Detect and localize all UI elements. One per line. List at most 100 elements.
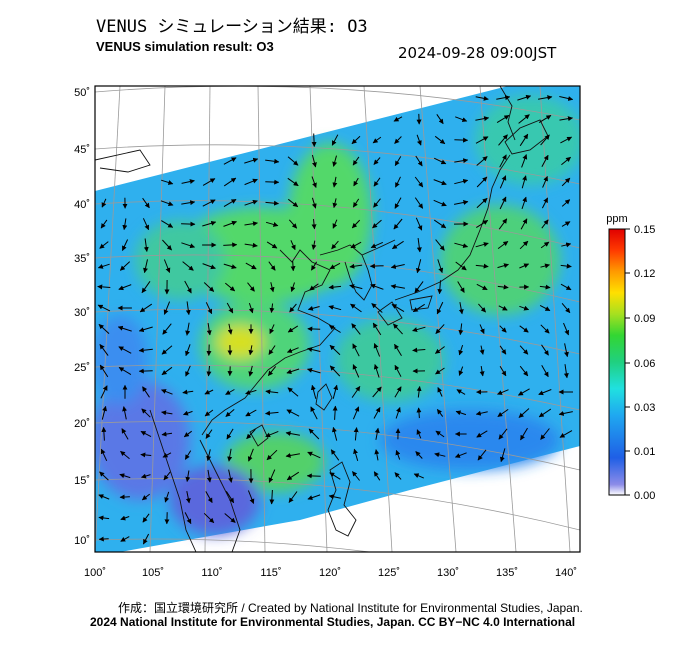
wind-arrow (541, 344, 549, 356)
wind-arrow (499, 196, 507, 210)
wind-arrow (287, 387, 299, 397)
wind-arrow (372, 219, 382, 229)
wind-arrow (458, 302, 464, 315)
wind-arrow (247, 448, 254, 462)
wind-arrow (141, 493, 151, 501)
wind-arrow (394, 156, 402, 167)
title-japanese: VENUS シミュレーション結果: O3 (96, 17, 368, 37)
wind-arrow (519, 240, 529, 250)
wind-arrow (373, 177, 381, 187)
wind-arrow (394, 472, 402, 480)
wind-arrow (415, 155, 423, 167)
wind-arrow (202, 263, 216, 270)
wind-arrow (330, 449, 340, 461)
wind-arrow (435, 346, 445, 354)
wind-arrow (415, 259, 422, 274)
colorbar-unit: ppm (606, 213, 627, 225)
wind-arrow (307, 347, 321, 352)
wind-arrow (435, 367, 445, 375)
wind-arrow (519, 325, 529, 333)
wind-arrow (395, 407, 401, 419)
wind-arrow (350, 241, 362, 249)
wind-arrow (141, 408, 151, 418)
wind-arrow (476, 197, 488, 209)
wind-arrow (563, 322, 570, 336)
wind-arrow (415, 451, 423, 459)
lon-label-130: 130˚ (437, 567, 459, 579)
wind-arrow (99, 241, 109, 249)
wind-arrow (185, 322, 191, 336)
wind-arrow (559, 116, 573, 122)
wind-arrow (310, 384, 317, 399)
wind-arrow (206, 365, 212, 377)
wind-arrow (332, 219, 338, 229)
wind-arrow (412, 303, 425, 313)
wind-arrow (206, 323, 212, 336)
wind-arrow (517, 388, 530, 396)
lat-label-40: 40˚ (74, 199, 90, 211)
wind-arrow (97, 304, 111, 312)
wind-arrow (141, 473, 151, 479)
wind-arrow (181, 200, 196, 206)
wind-arrow (498, 305, 508, 311)
wind-arrow (332, 198, 338, 209)
wind-arrow (101, 426, 107, 441)
wind-arrow (332, 384, 339, 399)
wind-arrow (329, 472, 341, 480)
copyright-line: 2024 National Institute for Environmenta… (90, 615, 576, 629)
wind-arrow (161, 220, 174, 228)
wind-arrow (265, 200, 279, 206)
wind-arrow (268, 345, 276, 355)
wind-arrow (286, 409, 300, 417)
wind-arrow (311, 133, 317, 147)
wind-arrow (97, 263, 110, 269)
wind-arrow (436, 301, 444, 315)
wind-arrow (120, 536, 130, 542)
wind-arrow (561, 242, 572, 248)
wind-arrow (267, 366, 277, 376)
wind-arrow (139, 303, 153, 313)
wind-arrow (311, 176, 317, 188)
wind-arrow (328, 305, 342, 311)
wind-arrow (247, 282, 255, 292)
wind-arrow (184, 512, 192, 525)
wind-arrow (286, 471, 300, 481)
wind-arrow (245, 389, 257, 395)
wind-arrow (331, 240, 339, 250)
wind-arrow (475, 242, 489, 248)
wind-arrow (521, 154, 528, 168)
wind-arrow (226, 428, 234, 440)
wind-arrow (311, 240, 317, 250)
wind-arrow (140, 430, 152, 438)
wind-arrow (332, 405, 338, 420)
colorbar-scale (608, 228, 626, 496)
wind-arrow (435, 239, 445, 251)
wind-arrow (311, 154, 317, 168)
lat-label-10: 10˚ (74, 535, 90, 547)
wind-arrow (373, 407, 381, 419)
wind-arrow (350, 303, 362, 313)
wind-arrow (185, 344, 191, 357)
wind-arrow (204, 409, 214, 417)
wind-arrow (539, 284, 551, 290)
wind-arrow (225, 409, 235, 417)
wind-arrow (329, 262, 341, 270)
lat-label-20: 20˚ (74, 418, 90, 430)
colorbar-tick-0.15: 0.15 (634, 224, 655, 236)
wind-arrow (433, 179, 447, 186)
wind-arrow (561, 221, 571, 227)
colorbar-tick-0.09: 0.09 (634, 313, 655, 325)
wind-arrow (118, 346, 132, 354)
wind-arrow (499, 154, 507, 168)
wind-arrow (563, 364, 569, 379)
wind-arrow (372, 386, 382, 398)
wind-arrow (497, 240, 509, 250)
wind-arrow (227, 323, 233, 335)
wind-arrow (458, 366, 464, 376)
wind-arrow (476, 176, 488, 188)
wind-arrow (138, 326, 153, 333)
wind-arrow (307, 451, 321, 459)
wind-arrow (181, 242, 196, 249)
wind-arrow (203, 512, 215, 524)
wind-arrow (223, 242, 238, 248)
